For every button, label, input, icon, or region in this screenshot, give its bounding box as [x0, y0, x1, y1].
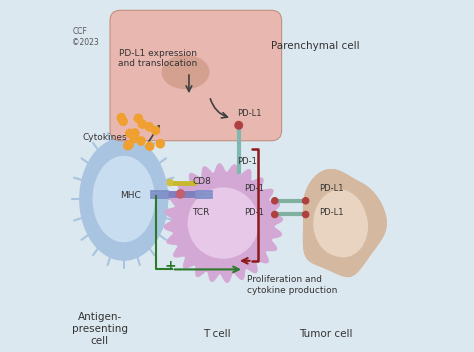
Circle shape [272, 212, 278, 218]
Text: PD-1: PD-1 [245, 184, 264, 193]
Text: T cell: T cell [202, 329, 230, 339]
Circle shape [145, 122, 153, 131]
Circle shape [156, 140, 164, 148]
Text: Antigen-
presenting
cell: Antigen- presenting cell [72, 312, 128, 346]
Circle shape [131, 129, 139, 137]
Ellipse shape [79, 137, 168, 261]
Circle shape [126, 129, 134, 138]
Ellipse shape [188, 187, 259, 259]
Text: Tumor cell: Tumor cell [300, 329, 353, 339]
Text: CD8: CD8 [192, 177, 211, 187]
Circle shape [151, 126, 160, 134]
Text: PD-L1 expression
and translocation: PD-L1 expression and translocation [118, 49, 198, 68]
Ellipse shape [313, 190, 367, 257]
FancyBboxPatch shape [110, 10, 282, 141]
Circle shape [167, 180, 173, 186]
FancyBboxPatch shape [65, 0, 409, 343]
Circle shape [235, 121, 243, 129]
Text: PD-L1: PD-L1 [319, 208, 344, 217]
Text: MHC: MHC [120, 191, 141, 200]
Circle shape [119, 117, 127, 125]
Text: Cytokines: Cytokines [82, 133, 127, 142]
Polygon shape [164, 164, 283, 282]
Circle shape [134, 114, 142, 122]
Text: PD-1: PD-1 [237, 157, 257, 166]
Circle shape [138, 120, 146, 128]
Text: CCF
©2023: CCF ©2023 [72, 27, 99, 47]
Circle shape [272, 198, 278, 204]
Polygon shape [303, 170, 386, 276]
Circle shape [176, 190, 184, 198]
Circle shape [117, 114, 126, 122]
Text: Parenchymal cell: Parenchymal cell [271, 41, 360, 51]
Circle shape [124, 142, 132, 150]
Ellipse shape [162, 55, 210, 89]
Polygon shape [303, 170, 386, 276]
Text: PD-L1: PD-L1 [237, 109, 262, 118]
Circle shape [125, 140, 133, 149]
Circle shape [302, 198, 309, 204]
Circle shape [146, 142, 154, 150]
Ellipse shape [319, 196, 368, 257]
Text: PD-L1: PD-L1 [319, 184, 344, 193]
Circle shape [130, 134, 138, 143]
Circle shape [137, 137, 145, 145]
Text: +: + [164, 259, 176, 273]
Circle shape [302, 212, 309, 218]
Ellipse shape [92, 156, 155, 242]
Text: PD-1: PD-1 [245, 208, 264, 217]
Text: TCR: TCR [192, 208, 210, 217]
Text: Proliferation and
cytokine production: Proliferation and cytokine production [247, 275, 337, 295]
